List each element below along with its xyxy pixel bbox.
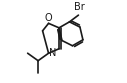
Text: N: N: [49, 48, 56, 58]
Text: O: O: [45, 13, 52, 23]
Text: Br: Br: [74, 2, 85, 12]
